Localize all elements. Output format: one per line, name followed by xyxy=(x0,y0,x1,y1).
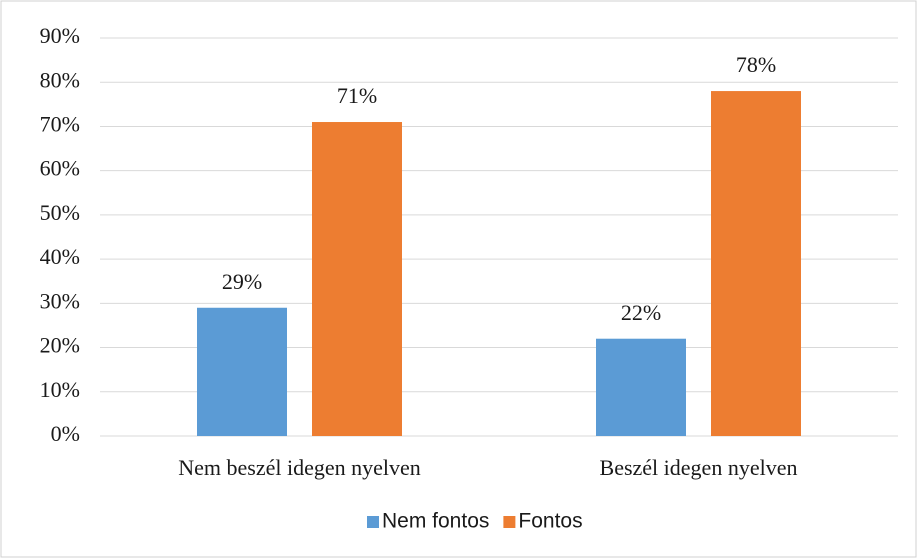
x-tick-label: Beszél idegen nyelven xyxy=(600,455,798,480)
y-tick-label: 10% xyxy=(40,377,80,402)
legend-label: Nem fontos xyxy=(382,510,489,533)
y-tick-label: 50% xyxy=(40,200,80,225)
y-tick-label: 20% xyxy=(40,333,80,358)
value-label: 22% xyxy=(621,300,661,325)
value-label: 29% xyxy=(222,269,262,294)
y-tick-label: 80% xyxy=(40,67,80,92)
bar xyxy=(711,91,801,437)
bar xyxy=(197,307,287,436)
x-tick-label: Nem beszél idegen nyelven xyxy=(178,455,421,480)
legend-swatch xyxy=(367,516,379,528)
legend-swatch xyxy=(503,516,516,528)
value-label: 71% xyxy=(337,83,377,108)
y-tick-label: 90% xyxy=(40,23,80,48)
bar xyxy=(312,122,402,437)
bar xyxy=(596,338,686,436)
y-tick-label: 30% xyxy=(40,288,80,313)
y-tick-label: 70% xyxy=(40,111,80,136)
y-tick-label: 0% xyxy=(51,421,80,446)
y-tick-label: 40% xyxy=(40,244,80,269)
value-label: 78% xyxy=(736,52,776,77)
y-tick-label: 60% xyxy=(40,156,80,181)
legend-label: Fontos xyxy=(518,510,582,533)
